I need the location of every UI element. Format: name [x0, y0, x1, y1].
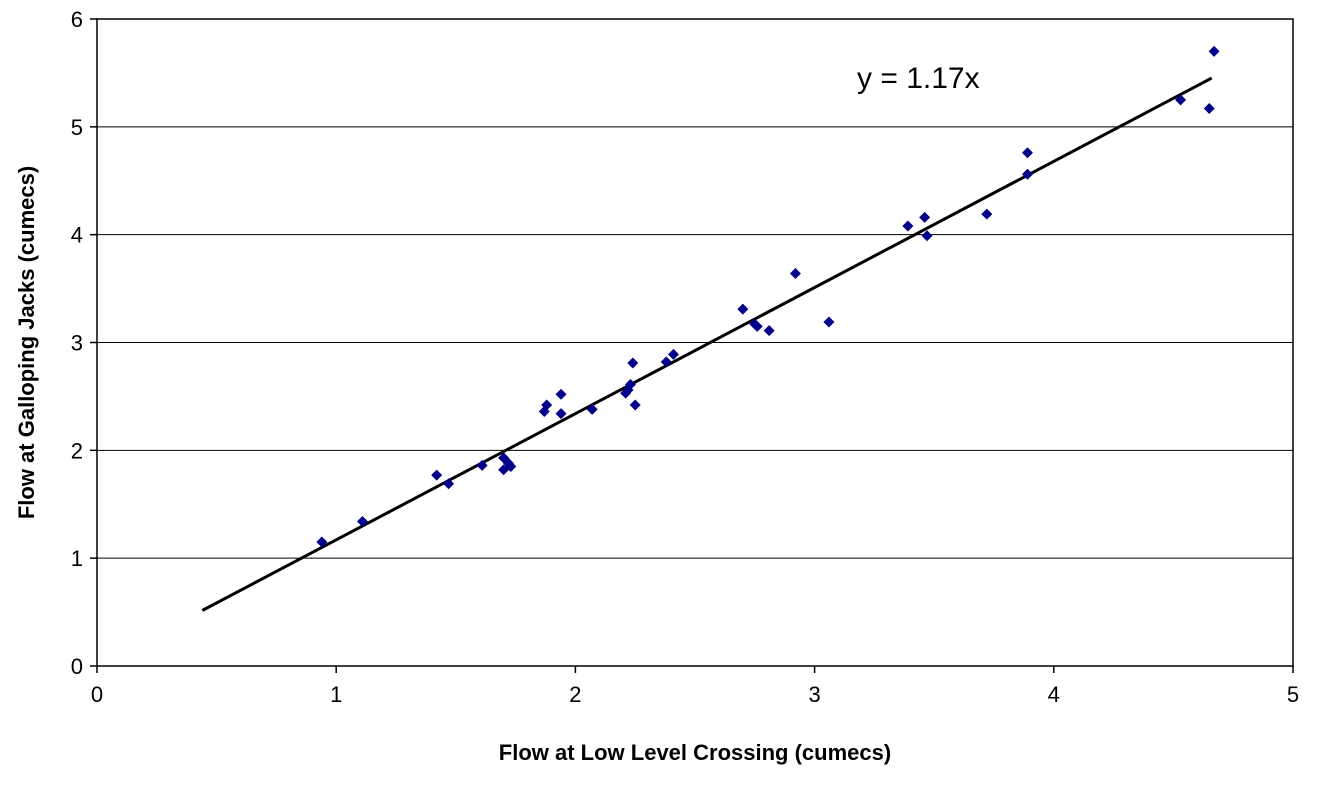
trendline-layer	[201, 76, 1213, 612]
data-point	[1208, 45, 1220, 57]
data-point	[629, 399, 641, 411]
data-point	[789, 267, 801, 279]
x-tick-label: 2	[569, 682, 581, 707]
x-tick-label: 1	[330, 682, 342, 707]
data-point	[751, 320, 763, 332]
data-point	[921, 230, 933, 242]
data-point	[586, 403, 598, 415]
data-point	[627, 357, 639, 369]
y-tick-label: 0	[71, 654, 83, 679]
data-point	[660, 356, 672, 368]
data-point	[919, 211, 931, 223]
data-point	[624, 379, 636, 391]
data-point	[1203, 103, 1215, 115]
data-point	[981, 208, 993, 220]
data-points	[316, 45, 1220, 548]
x-tick-label: 3	[808, 682, 820, 707]
y-tick-label: 6	[71, 7, 83, 32]
data-point	[823, 316, 835, 328]
data-point	[357, 516, 369, 528]
data-point	[1021, 147, 1033, 159]
data-point	[555, 388, 567, 400]
y-tick-label: 1	[71, 546, 83, 571]
y-tick-label: 4	[71, 223, 83, 248]
data-point	[1175, 94, 1187, 106]
trendline	[201, 76, 1213, 612]
gridlines	[97, 126, 1293, 559]
data-point	[763, 325, 775, 337]
x-axis-title: Flow at Low Level Crossing (cumecs)	[499, 740, 891, 765]
y-axis-title: Flow at Galloping Jacks (cumecs)	[14, 166, 39, 519]
y-tick-label: 5	[71, 115, 83, 140]
data-point	[443, 478, 455, 490]
data-point	[555, 408, 567, 420]
data-point	[902, 220, 914, 232]
data-point	[541, 399, 553, 411]
data-point	[505, 461, 517, 473]
data-point	[667, 348, 679, 360]
x-tick-label: 5	[1287, 682, 1299, 707]
trendline-equation: y = 1.17x	[857, 62, 980, 95]
data-point	[476, 459, 488, 471]
data-point	[316, 536, 328, 548]
y-tick-label: 2	[71, 438, 83, 463]
data-point	[1021, 168, 1033, 180]
data-point	[431, 469, 443, 481]
y-tick-label: 3	[71, 331, 83, 356]
x-tick-label: 0	[91, 682, 103, 707]
data-point	[737, 303, 749, 315]
x-tick-label: 4	[1048, 682, 1060, 707]
axis-ticks: 0 1 2 3 4 5 6 0 1 2 3 4 5	[71, 7, 1299, 707]
